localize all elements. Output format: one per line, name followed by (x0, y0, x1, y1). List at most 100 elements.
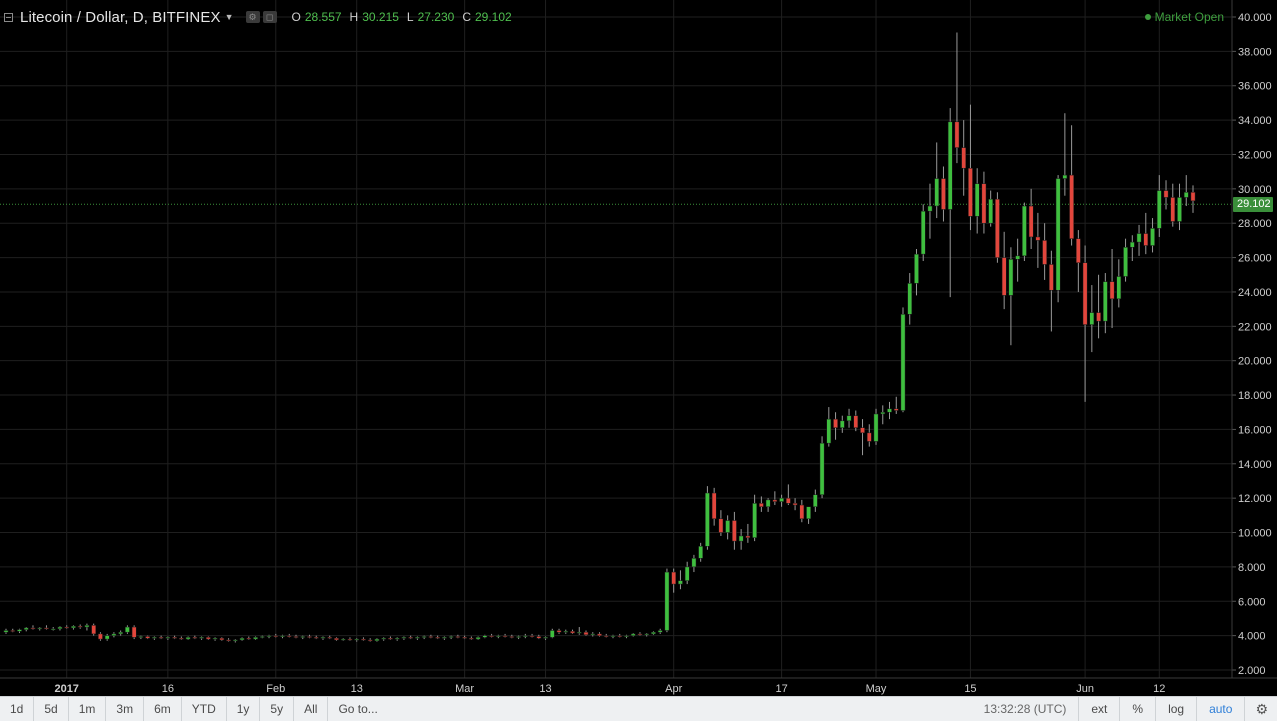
candle-body (1136, 233, 1142, 243)
candle-body (934, 178, 940, 207)
timeframe-1m[interactable]: 1m (69, 697, 107, 721)
candle-body (367, 639, 373, 642)
market-status: Market Open (1144, 10, 1224, 24)
candle-body (125, 626, 130, 633)
candle-body (307, 636, 312, 638)
candle-body (1190, 192, 1196, 202)
candle-body (415, 637, 420, 639)
candle-body (1042, 240, 1047, 265)
candle-body (974, 183, 980, 217)
timeframe-1d[interactable]: 1d (0, 697, 35, 721)
candle-body (1116, 276, 1122, 300)
timeframe-1y[interactable]: 1y (227, 697, 261, 721)
candle-body (887, 408, 892, 413)
candle-body (179, 637, 184, 640)
y-tick-label: 28.000 (1238, 218, 1272, 230)
settings-mini-icon[interactable]: ⚙ (245, 11, 260, 23)
symbol-title[interactable]: Litecoin / Dollar, D, BITFINEX (20, 8, 221, 26)
candle-body (502, 635, 508, 637)
candle-body (637, 633, 643, 636)
candle-body (860, 427, 865, 434)
timeframe-3m[interactable]: 3m (106, 697, 145, 721)
candle-body (576, 631, 582, 634)
x-tick-label: 13 (539, 683, 551, 695)
candle-body (145, 636, 150, 639)
candle-body (833, 418, 838, 428)
candle-body (846, 415, 852, 422)
utc-clock[interactable]: 13:32:28 (UTC) (972, 697, 1080, 721)
percent-toggle[interactable]: % (1120, 697, 1157, 721)
candle-body (401, 637, 407, 639)
ohlc-readout: O 28.557 H 30.215 L 27.230 C 29.102 (292, 10, 516, 24)
y-tick-label: 22.000 (1238, 321, 1272, 333)
candle-body (232, 639, 238, 642)
ext-toggle[interactable]: ext (1079, 697, 1121, 721)
candle-body (1022, 205, 1027, 257)
gear-icon[interactable]: ⚙ (1255, 701, 1268, 717)
timeframe-ytd[interactable]: YTD (182, 697, 227, 721)
candle-body (104, 635, 110, 640)
candle-body (583, 631, 589, 636)
candle-body (98, 633, 103, 640)
candle-body (509, 636, 515, 638)
candle-body (469, 637, 474, 640)
candle-body (286, 635, 292, 637)
timeframe-5y[interactable]: 5y (260, 697, 295, 721)
candle-body (448, 636, 454, 638)
candle-body (71, 625, 76, 629)
timeframe-all[interactable]: All (294, 697, 329, 721)
y-tick-label: 36.000 (1238, 81, 1272, 93)
auto-toggle[interactable]: auto (1197, 697, 1246, 721)
candle-body (765, 499, 771, 507)
candle-body (239, 637, 245, 641)
candle-body (1170, 197, 1176, 222)
candle-body (603, 635, 609, 637)
candle-body (1076, 238, 1081, 263)
candle-body (536, 636, 542, 639)
timeframe-6m[interactable]: 6m (144, 697, 182, 721)
candle-body (678, 580, 683, 585)
candle-body (280, 635, 285, 637)
y-tick-label: 2.000 (1238, 665, 1266, 677)
candle-body (1156, 190, 1162, 229)
candle-body (657, 630, 663, 633)
candle-body (516, 636, 521, 638)
candle-body (671, 571, 677, 585)
log-toggle[interactable]: log (1156, 697, 1198, 721)
candle-body (91, 625, 97, 635)
goto-button[interactable]: Go to... (338, 702, 378, 716)
candle-body (226, 639, 231, 642)
candle-body (563, 631, 569, 633)
candle-body (320, 637, 326, 639)
candle-body (792, 503, 798, 506)
candle-body (866, 432, 872, 442)
candle-body (799, 504, 805, 520)
hide-mini-icon[interactable]: ◻ (262, 11, 277, 23)
candle-body (1069, 174, 1074, 239)
candle-body (327, 637, 333, 639)
collapse-icon[interactable] (4, 12, 13, 22)
candle-body (354, 638, 360, 641)
candle-body (347, 638, 353, 641)
candle-body (914, 253, 919, 284)
x-tick-label: Apr (665, 683, 682, 695)
candle-body (995, 198, 1000, 258)
y-tick-label: 16.000 (1238, 424, 1272, 436)
candle-body (77, 625, 83, 628)
candle-body (57, 626, 63, 630)
candle-body (37, 627, 43, 630)
chart-header: Litecoin / Dollar, D, BITFINEX ▼ ⚙ ◻ O 2… (0, 6, 516, 28)
candle-body (1055, 178, 1061, 291)
candle-body (3, 630, 9, 633)
candle-body (266, 635, 272, 637)
candle-body (340, 638, 346, 641)
chevron-down-icon[interactable]: ▼ (224, 12, 234, 22)
candle-body (1049, 264, 1054, 291)
y-tick-label: 12.000 (1238, 493, 1272, 505)
candle-body (482, 635, 488, 638)
candle-body (907, 283, 913, 315)
y-tick-label: 26.000 (1238, 253, 1272, 265)
timeframe-5d[interactable]: 5d (34, 697, 69, 721)
